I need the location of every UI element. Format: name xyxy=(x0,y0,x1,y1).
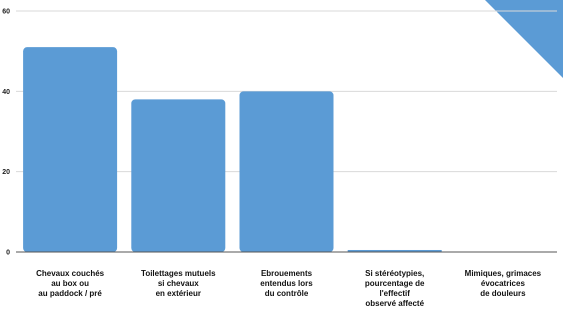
category-labels: Chevaux couchés au box ou au paddock / pré… xyxy=(36,269,542,308)
y-tick-labels: 0 20 40 60 xyxy=(2,9,10,257)
bar-2 xyxy=(131,99,226,252)
y-tick-label-40: 40 xyxy=(2,89,10,96)
category-label-5: Mimiques, grimaces évocatrices de douleurs xyxy=(465,269,542,298)
bars xyxy=(23,47,442,253)
category-label-1: Chevaux couchés au box ou au paddock / pré xyxy=(36,269,105,298)
bar-4 xyxy=(347,249,442,252)
category-label-3: Ebrouements entendus lors du contrôle xyxy=(260,269,313,298)
category-label-2: Toilettages mutuels si chevaux en extérieu… xyxy=(141,269,216,298)
y-tick-label-0: 0 xyxy=(6,250,10,257)
bar-3 xyxy=(239,91,334,252)
category-label-4: Si stéréotypies, pourcentage de l'effectif… xyxy=(365,269,425,308)
bar-1 xyxy=(23,47,118,253)
decorative-corner-triangle xyxy=(485,0,563,78)
y-tick-label-60: 60 xyxy=(2,9,10,16)
y-tick-label-20: 20 xyxy=(2,169,10,176)
